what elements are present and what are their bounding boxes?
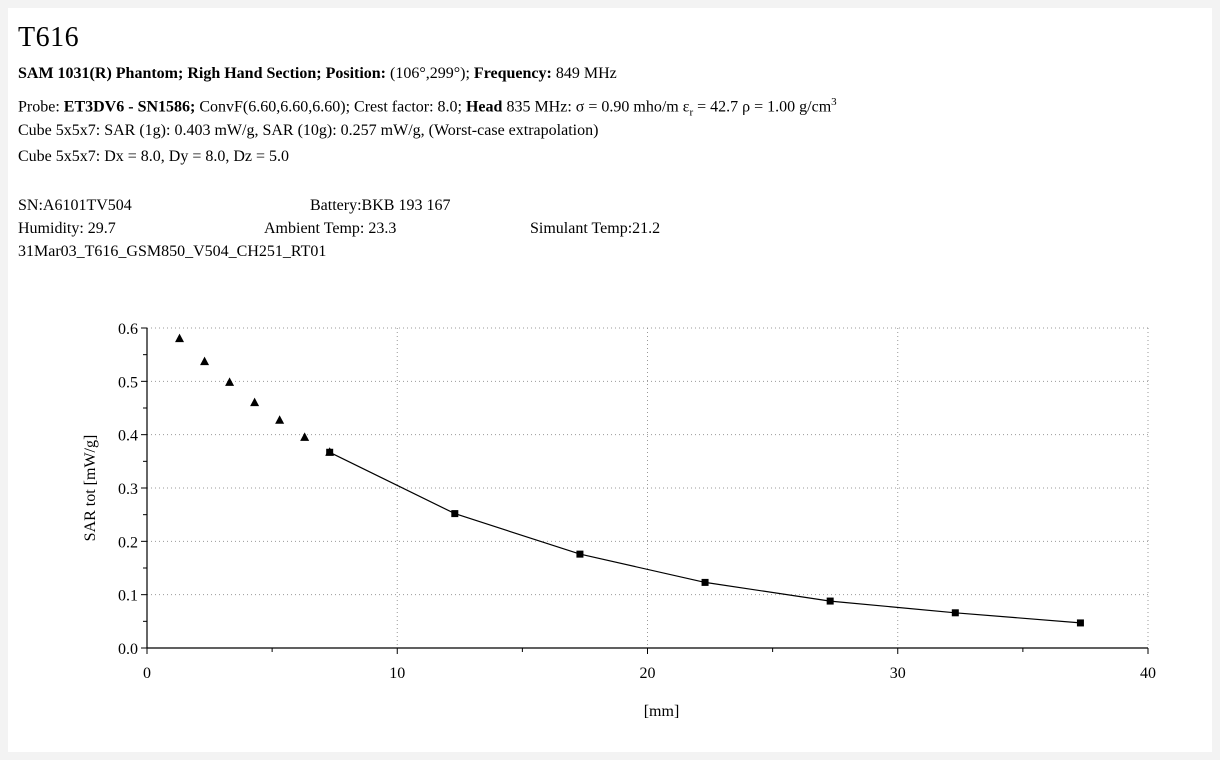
x-tick-label: 20 [640, 665, 656, 682]
cube-superscript: 3 [831, 96, 837, 108]
triangle-data-point [275, 415, 285, 424]
triangle-data-point [250, 397, 260, 407]
x-tick-label: 10 [389, 665, 405, 682]
chart-ticks: 0 10 20 30 40 0.0 0.1 0.2 0.3 0.4 0.5 0.6 [118, 321, 1156, 682]
fit-line [329, 451, 1081, 624]
square-data-point [576, 550, 584, 558]
report-page: T616 SAM 1031(R) Phantom; Righ Hand Sect… [8, 8, 1212, 752]
cube-dims-line: Cube 5x5x7: Dx = 8.0, Dy = 8.0, Dz = 5.0 [18, 148, 290, 165]
frequency-value: 849 MHz [551, 65, 617, 82]
x-tick-label: 0 [143, 665, 151, 682]
y-tick-label: 0.3 [118, 481, 138, 498]
y-tick-label: 0.6 [118, 321, 138, 338]
y-axis-label: SAR tot [mW/g] [82, 435, 99, 542]
square-data-point [701, 578, 709, 586]
epsilon-subscript: r [689, 106, 694, 119]
humidity-info: Humidity: 29.7 [18, 220, 116, 237]
page-title: T616 [18, 22, 80, 53]
fit-curve-line [329, 451, 1081, 624]
phantom-text: SAM 1031(R) Phantom; Righ Hand Section; … [18, 65, 387, 82]
y-tick-label: 0.1 [118, 588, 138, 605]
square-data-point [1076, 619, 1084, 627]
probe-line: Probe: ET3DV6 - SN1586; ConvF(6.60,6.60,… [18, 92, 837, 123]
square-data-point [451, 510, 459, 518]
square-data-point [326, 448, 334, 456]
square-data-point [951, 609, 959, 617]
triangle-data-point [175, 333, 185, 343]
x-axis-label: [mm] [644, 703, 680, 720]
frequency-label: Frequency: [473, 65, 552, 82]
y-tick-label: 0.4 [118, 428, 138, 445]
head-params: 835 MHz: σ = 0.90 mho/m ε [502, 98, 690, 116]
square-data-point [826, 597, 834, 605]
probe-id: ET3DV6 - SN1586; [59, 98, 196, 116]
x-tick-label: 40 [1140, 665, 1156, 682]
battery-info: Battery:BKB 193 167 [310, 197, 451, 214]
triangle-data-point [300, 432, 310, 441]
position-value: (106°,299°); [386, 65, 474, 82]
triangle-data-point [200, 356, 210, 366]
head-label: Head [465, 98, 503, 116]
y-tick-label: 0.5 [118, 374, 138, 391]
serial-number: SN:A6101TV504 [18, 197, 132, 214]
ambient-temp: Ambient Temp: 23.3 [264, 220, 397, 237]
density-text: = 42.7 ρ = 1.00 g/cm [693, 98, 832, 116]
y-tick-label: 0.2 [118, 534, 138, 551]
triangle-data-point [225, 377, 235, 386]
measurement-file-id: 31Mar03_T616_GSM850_V504_CH251_RT01 [18, 243, 327, 260]
sar-line: Cube 5x5x7: SAR (1g): 0.403 mW/g, SAR (1… [18, 122, 599, 139]
probe-label: Probe: [18, 98, 60, 116]
x-tick-label: 30 [890, 665, 906, 682]
phantom-line: SAM 1031(R) Phantom; Righ Hand Section; … [18, 64, 617, 84]
convf-text: ConvF(6.60,6.60,6.60); Crest factor: 8.0… [195, 98, 466, 116]
simulant-temp: Simulant Temp:21.2 [530, 220, 661, 237]
data-points [175, 333, 1084, 627]
y-tick-label: 0.0 [118, 641, 138, 658]
chart-grid [147, 327, 1149, 648]
